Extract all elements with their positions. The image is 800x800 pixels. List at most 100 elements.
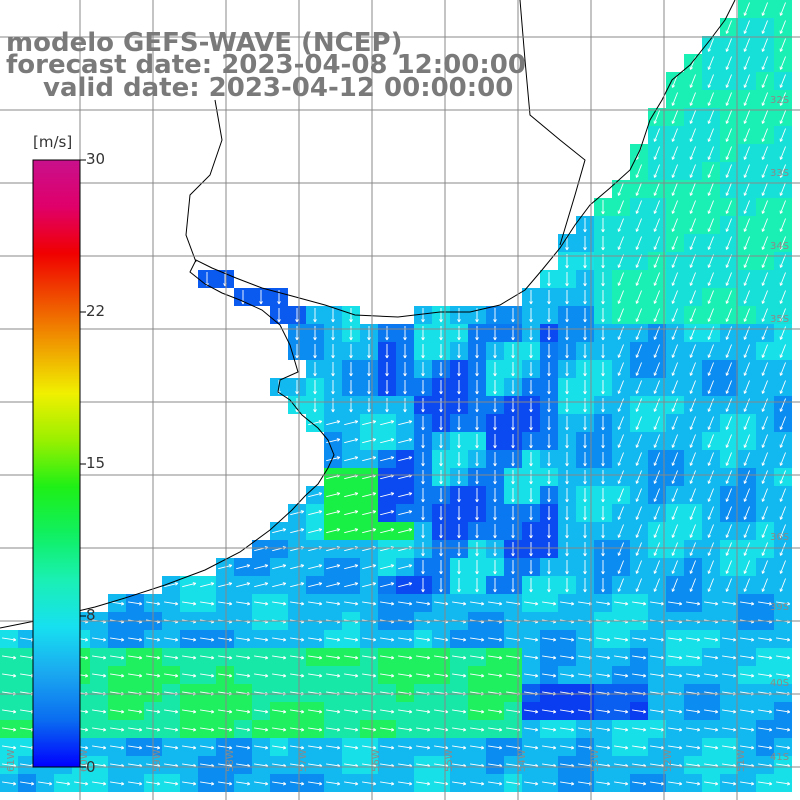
wind-arrow-head	[780, 553, 784, 556]
wind-arrow-head	[762, 409, 766, 412]
wind-arrow-head	[708, 499, 712, 502]
wind-arrow	[780, 488, 786, 502]
wind-arrow-head	[708, 481, 712, 484]
wind-arrow	[380, 655, 394, 659]
wind-arrow-head	[319, 745, 323, 749]
wind-arrow	[726, 56, 732, 70]
wind-arrow-head	[427, 601, 431, 605]
wind-arrow-head	[769, 745, 773, 749]
wind-arrow	[254, 727, 268, 731]
wind-arrow-head	[744, 589, 748, 592]
wind-arrow-head	[780, 265, 784, 268]
wind-arrow-head	[13, 727, 17, 731]
wind-arrow	[762, 218, 768, 232]
wind-arrow-head	[548, 283, 551, 287]
wind-arrow-head	[672, 445, 676, 448]
wind-arrow-head	[391, 745, 395, 749]
wind-arrow-head	[697, 745, 701, 749]
wind-arrow-head	[744, 553, 748, 556]
wind-arrow-head	[690, 103, 694, 106]
wind-arrow-head	[372, 582, 376, 584]
wind-arrow	[344, 655, 358, 659]
wind-arrow-head	[708, 373, 712, 376]
wind-arrow	[758, 655, 772, 659]
wind-arrow-head	[157, 727, 161, 731]
wind-arrow	[708, 146, 714, 160]
wind-arrow-head	[672, 85, 676, 88]
wind-arrow-head	[672, 175, 676, 178]
wind-arrow-head	[607, 745, 611, 749]
wind-arrow-head	[283, 745, 287, 749]
wind-arrow	[762, 506, 768, 520]
wind-arrow-head	[175, 673, 179, 677]
wind-arrow	[744, 398, 750, 412]
wind-arrow	[708, 380, 714, 394]
wind-arrow-head	[602, 517, 605, 521]
wind-arrow	[380, 637, 394, 641]
wind-arrow	[690, 452, 696, 466]
wind-arrow	[618, 200, 624, 214]
wind-arrow-head	[229, 709, 233, 713]
wind-arrow-head	[530, 499, 533, 503]
wind-arrow-head	[566, 409, 569, 413]
wind-arrow	[758, 637, 772, 641]
wind-arrow	[726, 218, 732, 232]
wind-arrow	[672, 290, 678, 304]
wind-arrow	[272, 564, 286, 570]
wind-arrow-head	[301, 727, 305, 731]
wind-arrow-head	[780, 13, 784, 16]
wind-arrow	[236, 655, 250, 659]
wind-arrow	[326, 745, 340, 749]
wind-arrow-head	[672, 157, 676, 160]
wind-arrow-head	[625, 709, 629, 713]
wind-arrow-head	[618, 355, 622, 358]
wind-arrow-head	[458, 409, 461, 413]
wind-arrow-head	[636, 175, 640, 178]
wind-arrow	[654, 254, 660, 268]
wind-arrow	[362, 420, 376, 426]
wind-arrow	[708, 434, 714, 448]
lon-label: 54W	[517, 749, 528, 772]
wind-arrow-head	[458, 589, 461, 593]
wind-arrow-head	[265, 655, 269, 659]
wind-arrow-head	[607, 673, 611, 677]
wind-arrow	[470, 673, 484, 677]
wind-arrow-head	[762, 319, 766, 322]
wind-arrow-head	[458, 373, 461, 377]
wind-arrow	[690, 506, 696, 520]
wind-arrow	[708, 452, 714, 466]
wind-arrow-head	[762, 553, 766, 556]
wind-arrow	[20, 763, 34, 767]
wind-arrow-head	[386, 355, 389, 359]
wind-arrow-head	[566, 355, 569, 359]
wind-arrow-head	[715, 673, 719, 677]
wind-arrow	[200, 582, 214, 588]
wind-arrow	[362, 655, 376, 659]
wind-arrow	[92, 745, 106, 749]
wind-arrow-head	[296, 355, 299, 359]
wind-arrow-head	[618, 265, 622, 268]
wind-arrow-head	[535, 745, 539, 749]
wind-arrow-head	[476, 535, 479, 539]
lat-label: 32S	[770, 95, 789, 106]
wind-arrow	[380, 745, 394, 749]
wind-arrow-head	[553, 709, 557, 713]
wind-arrow-head	[654, 391, 658, 394]
wind-arrow	[762, 200, 768, 214]
wind-arrow-head	[636, 319, 640, 322]
wind-arrow-head	[636, 229, 640, 232]
wind-arrow	[218, 727, 232, 731]
wind-arrow	[254, 745, 268, 749]
wind-arrow-head	[300, 582, 304, 584]
wind-arrow-head	[769, 727, 773, 731]
wind-arrow	[726, 128, 732, 142]
wind-arrow	[344, 420, 358, 426]
wind-arrow-head	[751, 709, 755, 713]
wind-arrow	[632, 745, 646, 749]
wind-arrow	[672, 128, 678, 142]
wind-arrow-head	[422, 517, 425, 521]
wind-arrow-head	[390, 564, 394, 566]
wind-arrow-head	[643, 601, 647, 605]
wind-arrow-head	[566, 247, 569, 251]
wind-arrow-head	[337, 745, 341, 749]
